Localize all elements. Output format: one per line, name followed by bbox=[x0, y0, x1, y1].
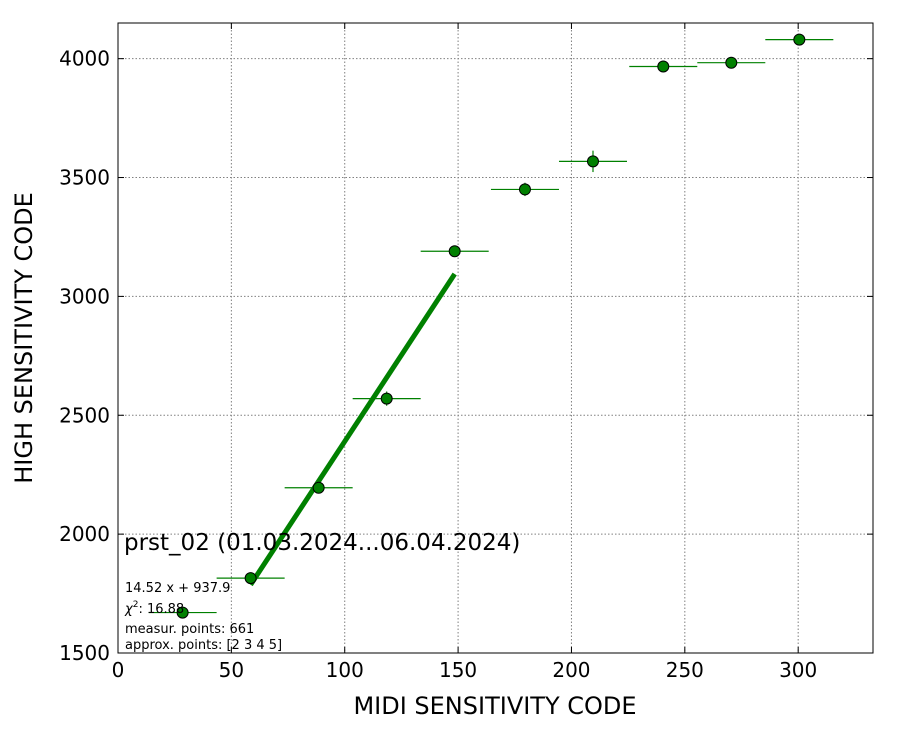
y-tick-label: 4000 bbox=[59, 47, 110, 71]
measur-points: measur. points: 661 bbox=[125, 622, 254, 637]
x-tick-label: 100 bbox=[326, 658, 364, 682]
approx-points: approx. points: [2 3 4 5] bbox=[125, 638, 282, 653]
y-tick-label: 3000 bbox=[59, 284, 110, 308]
data-points bbox=[148, 33, 834, 619]
data-point bbox=[793, 33, 806, 46]
y-tick-label: 1500 bbox=[59, 641, 110, 665]
plot-area-background bbox=[118, 23, 873, 653]
tick-labels: 0 50 100 150 200 250 300 1500 2000 2500 3000 3500 40… bbox=[59, 47, 817, 682]
data-point bbox=[657, 60, 670, 73]
x-tick-label: 200 bbox=[552, 658, 590, 682]
data-point bbox=[518, 183, 531, 196]
data-point bbox=[312, 481, 325, 494]
x-tick-label: 150 bbox=[439, 658, 477, 682]
y-tick-label: 3500 bbox=[59, 166, 110, 190]
x-axis-label: MIDI SENSITIVITY CODE bbox=[353, 692, 636, 720]
data-point bbox=[380, 392, 393, 405]
y-tick-label: 2000 bbox=[59, 522, 110, 546]
x-tick-label: 250 bbox=[666, 658, 704, 682]
fit-line bbox=[248, 272, 457, 587]
chi-squared: χ2: 16.88 bbox=[124, 600, 184, 617]
data-point bbox=[244, 572, 257, 585]
x-tick-label: 300 bbox=[779, 658, 817, 682]
plot-frame bbox=[117, 22, 874, 654]
data-point bbox=[725, 56, 738, 69]
chi-value: : 16.88 bbox=[138, 602, 184, 617]
fit-line-group bbox=[248, 272, 457, 587]
fit-equation: 14.52 x + 937.9 bbox=[125, 581, 230, 596]
y-tick-label: 2500 bbox=[59, 403, 110, 427]
chi-symbol: χ bbox=[124, 602, 134, 617]
chi-power: 2 bbox=[133, 600, 139, 610]
y-axis-label: HIGH SENSITIVITY CODE bbox=[10, 192, 38, 484]
chart-title: prst_02 (01.03.2024...06.04.2024) bbox=[124, 530, 520, 556]
data-point bbox=[448, 245, 461, 258]
x-tick-label: 50 bbox=[219, 658, 244, 682]
data-point bbox=[586, 155, 599, 168]
x-tick-label: 0 bbox=[112, 658, 125, 682]
data-point bbox=[176, 606, 189, 619]
